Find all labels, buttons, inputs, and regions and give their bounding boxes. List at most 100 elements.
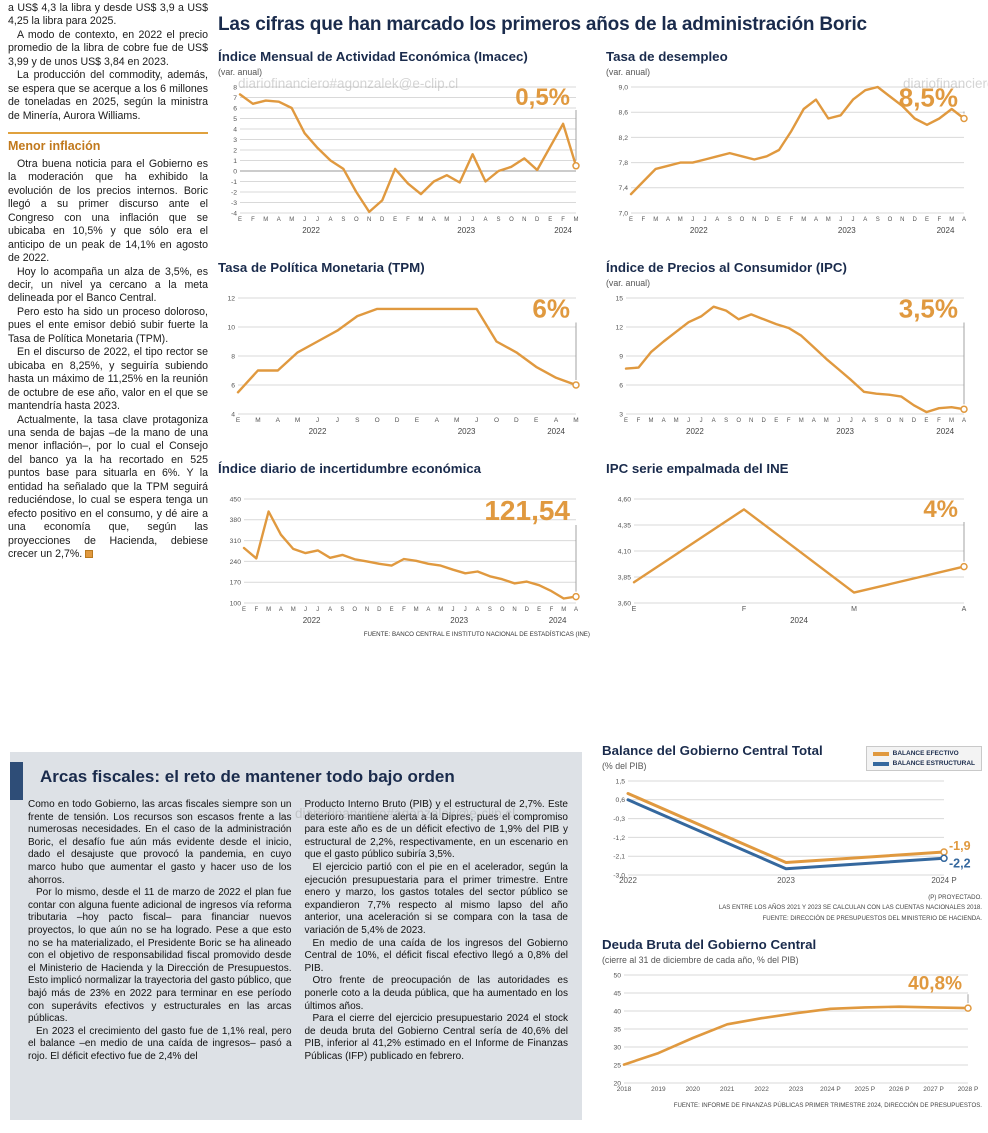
svg-text:A: A [962, 217, 966, 223]
tpm-chart: 12 10 8 6 4 E M A M J J S O D E A M J O D E A M 2022 2023 2024 6% [218, 290, 590, 440]
fiscal-column-1: Como en todo Gobierno, las arcas fiscale… [28, 799, 292, 1063]
left-article-column: a US$ 4,3 la libra y desde US$ 3,9 a US$… [8, 2, 208, 562]
svg-text:M: M [438, 607, 443, 613]
svg-text:S: S [496, 217, 500, 223]
svg-text:M: M [949, 418, 954, 424]
svg-text:2025 P: 2025 P [854, 1086, 875, 1093]
svg-text:M: M [266, 607, 271, 613]
article-paragraph: La producción del commodity, además, se … [8, 69, 208, 122]
svg-text:M: M [799, 418, 804, 424]
svg-text:4%: 4% [923, 496, 958, 523]
fiscal-paragraph: Producto Interno Bruto (PIB) y el estruc… [304, 799, 569, 861]
balance-notes: (P) PROYECTADO. LAS ENTRE LOS AÑOS 2021 … [602, 893, 982, 924]
svg-text:2024: 2024 [547, 427, 565, 436]
svg-text:2022: 2022 [302, 226, 320, 235]
article-paragraph: a US$ 4,3 la libra y desde US$ 3,9 a US$… [8, 2, 208, 28]
svg-text:S: S [355, 417, 360, 424]
svg-text:E: E [774, 418, 778, 424]
svg-text:N: N [752, 217, 756, 223]
svg-text:0: 0 [233, 168, 237, 175]
svg-text:F: F [406, 217, 410, 223]
svg-text:J: J [704, 217, 707, 223]
svg-text:E: E [242, 607, 246, 613]
svg-text:-4: -4 [231, 210, 237, 217]
svg-text:E: E [925, 217, 929, 223]
svg-text:J: J [464, 607, 467, 613]
svg-text:2027 P: 2027 P [923, 1086, 944, 1093]
svg-text:M: M [826, 217, 831, 223]
svg-text:D: D [912, 418, 917, 424]
svg-text:4: 4 [231, 411, 235, 418]
legend-label: BALANCE EFECTIVO [892, 750, 959, 757]
svg-text:F: F [789, 217, 793, 223]
svg-text:A: A [962, 418, 966, 424]
svg-text:O: O [887, 418, 892, 424]
deuda-notes: FUENTE: INFORME DE FINANZAS PÚBLICAS PRI… [602, 1101, 982, 1111]
svg-text:M: M [414, 607, 419, 613]
svg-text:40: 40 [613, 1008, 621, 1015]
article-paragraph: Otra buena noticia para el Gobierno es l… [8, 157, 208, 265]
svg-text:S: S [876, 217, 880, 223]
svg-text:12: 12 [227, 295, 235, 302]
svg-text:S: S [728, 217, 732, 223]
svg-text:310: 310 [230, 538, 242, 545]
svg-text:6: 6 [231, 382, 235, 389]
svg-text:240: 240 [230, 558, 242, 565]
chart-subtitle: (var. anual) [606, 66, 651, 77]
svg-text:A: A [426, 607, 430, 613]
svg-text:D: D [525, 607, 530, 613]
svg-text:J: J [687, 418, 690, 424]
fiscal-paragraph: El ejercicio partió con el pie en el ace… [304, 861, 569, 936]
svg-text:F: F [550, 607, 554, 613]
svg-text:170: 170 [230, 579, 242, 586]
svg-text:-2: -2 [231, 189, 237, 196]
svg-text:15: 15 [615, 295, 623, 302]
svg-text:-0,3: -0,3 [613, 816, 625, 823]
svg-text:J: J [850, 418, 853, 424]
chart-subtitle [218, 479, 590, 490]
svg-text:380: 380 [230, 517, 242, 524]
svg-text:J: J [303, 217, 306, 223]
svg-text:A: A [812, 418, 816, 424]
svg-text:A: A [862, 418, 866, 424]
svg-text:J: J [452, 607, 455, 613]
svg-text:7,4: 7,4 [619, 185, 629, 192]
svg-text:M: M [263, 217, 268, 223]
fiscal-title: Arcas fiscales: el reto de mantener todo… [40, 767, 455, 786]
svg-text:1: 1 [233, 158, 237, 165]
legend-item-estructural: BALANCE ESTRUCTURAL [872, 760, 975, 767]
svg-text:F: F [251, 217, 255, 223]
svg-text:F: F [637, 418, 641, 424]
svg-text:J: J [839, 217, 842, 223]
svg-text:A: A [715, 217, 719, 223]
fiscal-column-2: Producto Interno Bruto (PIB) y el estruc… [305, 799, 569, 1063]
svg-text:J: J [691, 217, 694, 223]
svg-text:2022: 2022 [686, 427, 704, 436]
article-paragraph: A modo de contexto, en 2022 el precio pr… [8, 28, 208, 68]
chart-subtitle: (var. anual) [218, 66, 263, 77]
svg-text:N: N [512, 607, 516, 613]
svg-text:M: M [653, 217, 658, 223]
svg-text:25: 25 [613, 1062, 621, 1069]
svg-text:A: A [276, 417, 281, 424]
svg-text:M: M [454, 417, 459, 424]
svg-text:A: A [277, 217, 281, 223]
svg-text:40,8%: 40,8% [908, 973, 962, 994]
svg-text:E: E [415, 417, 420, 424]
svg-text:F: F [561, 217, 565, 223]
svg-text:D: D [377, 607, 382, 613]
svg-text:F: F [254, 607, 258, 613]
chart-subtitle: (% del PIB) [602, 760, 647, 771]
chart-card-imacec: Índice Mensual de Actividad Económica (I… [218, 49, 590, 239]
svg-text:8,2: 8,2 [619, 135, 629, 142]
imacec-chart: 8 7 6 5 4 3 2 1 0 -1 -2 -3 -4 E F M A M J J A S O N D E F M A M J J A S O N… [218, 79, 590, 239]
svg-text:D: D [913, 217, 918, 223]
svg-text:M: M [289, 217, 294, 223]
svg-text:3,85: 3,85 [618, 574, 631, 581]
svg-text:D: D [380, 217, 385, 223]
charts-grid: Índice Mensual de Actividad Económica (I… [218, 49, 978, 638]
article-paragraph: Hoy lo acompaña un alza de 3,5%, es deci… [8, 265, 208, 305]
chart-card-tpm: Tasa de Política Monetaria (TPM) 12 10 8 6 4… [218, 260, 590, 440]
svg-text:8: 8 [233, 84, 237, 91]
svg-text:D: D [514, 417, 519, 424]
